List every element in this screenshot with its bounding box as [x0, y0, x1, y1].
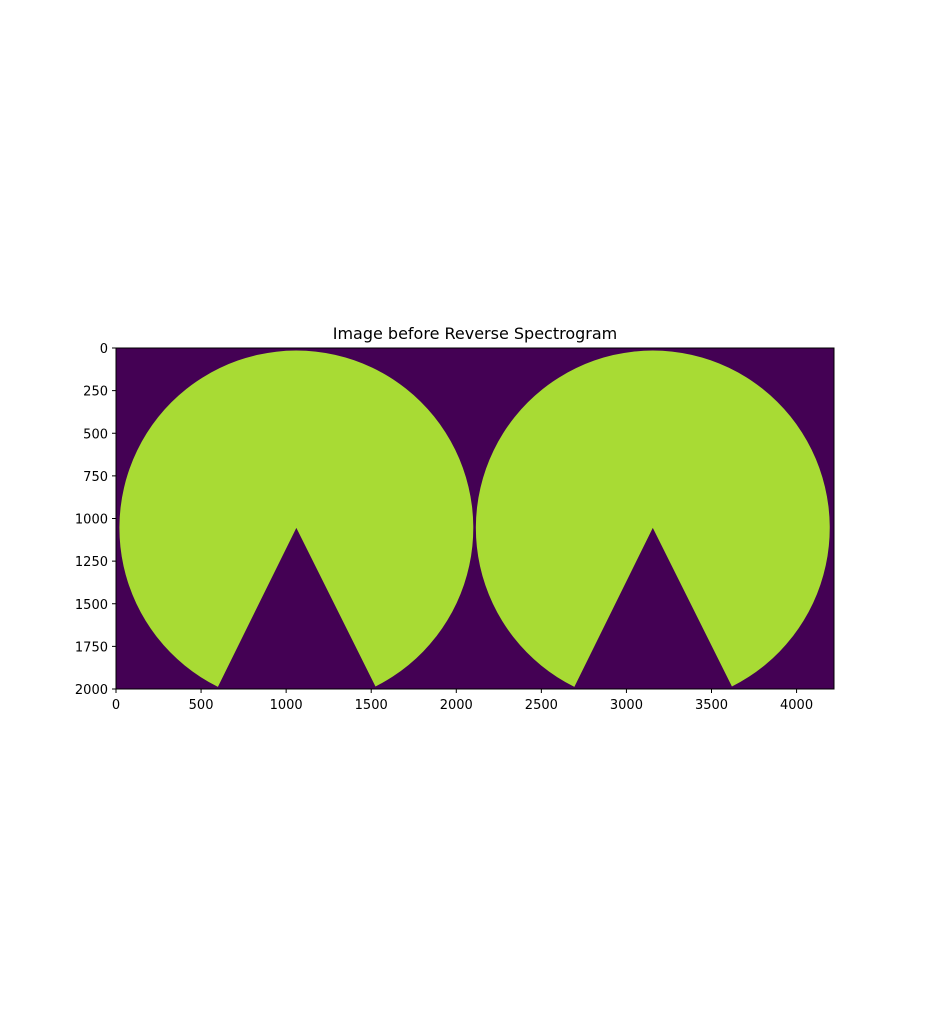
x-tick-label: 500 [189, 698, 214, 713]
y-tick-label: 1750 [75, 640, 108, 655]
image-shapes [119, 350, 830, 687]
x-tick-label: 4000 [780, 698, 813, 713]
y-tick-label: 500 [83, 427, 108, 442]
pacman-shape-1 [119, 350, 474, 687]
plot-area [115, 347, 835, 690]
x-tick-label: 2000 [440, 698, 473, 713]
pacman-shape-2 [475, 350, 830, 687]
y-tick-label: 1000 [75, 513, 108, 528]
y-axis: 0 250 500 750 1000 1250 1500 1750 2000 [75, 342, 116, 698]
chart-title: Image before Reverse Spectrogram [333, 324, 618, 343]
y-tick-label: 250 [83, 385, 108, 400]
y-tick-label: 1500 [75, 598, 108, 613]
y-tick-label: 0 [100, 342, 108, 357]
x-tick-label: 1000 [270, 698, 303, 713]
x-axis: 0 500 1000 1500 2000 2500 3000 3500 4000 [112, 689, 813, 713]
x-tick-label: 3000 [610, 698, 643, 713]
y-tick-label: 2000 [75, 683, 108, 698]
y-tick-label: 750 [83, 470, 108, 485]
x-tick-label: 1500 [355, 698, 388, 713]
x-tick-label: 2500 [525, 698, 558, 713]
x-tick-label: 0 [112, 698, 120, 713]
x-tick-label: 3500 [695, 698, 728, 713]
y-tick-label: 1250 [75, 555, 108, 570]
